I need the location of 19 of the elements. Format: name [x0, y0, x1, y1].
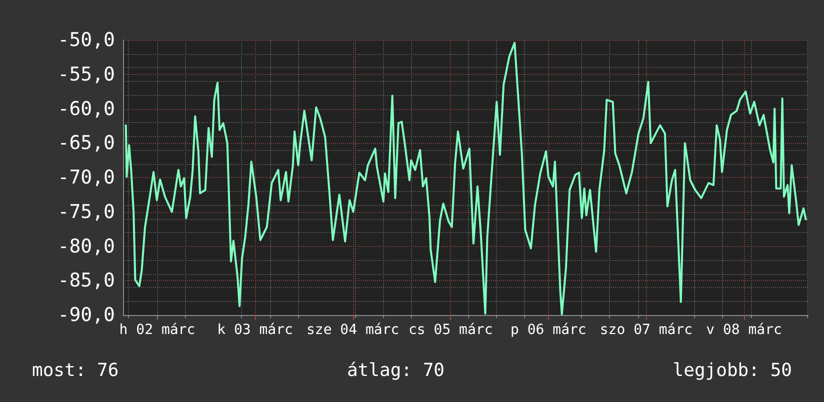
y-tick-label: -85,0: [58, 270, 115, 292]
text: most: 76: [32, 360, 119, 381]
y-tick-label: -70,0: [58, 166, 115, 188]
text: átlag: 70: [346, 360, 445, 381]
x-tick-label: p 06 márc: [510, 322, 586, 338]
y-tick-label: -65,0: [58, 132, 115, 154]
x-tick-label: k 03 márc: [217, 322, 293, 338]
x-tick-label: v 08 márc: [706, 322, 782, 338]
x-tick-label: cs 05 márc: [408, 322, 493, 338]
y-tick-label: -80,0: [58, 235, 115, 258]
y-tick-label: -75,0: [58, 200, 115, 223]
y-tick-label: -55,0: [58, 63, 115, 86]
x-tick-label: sze 04 márc: [306, 322, 400, 338]
y-tick-label: -90,0: [58, 304, 115, 326]
x-tick-label: h 02 márc: [119, 322, 196, 338]
y-tick-label: -50,0: [58, 29, 115, 51]
text: legjobb: 50: [672, 360, 792, 381]
y-tick-label: -60,0: [58, 98, 115, 120]
x-tick-label: szo 07 márc: [600, 322, 693, 338]
